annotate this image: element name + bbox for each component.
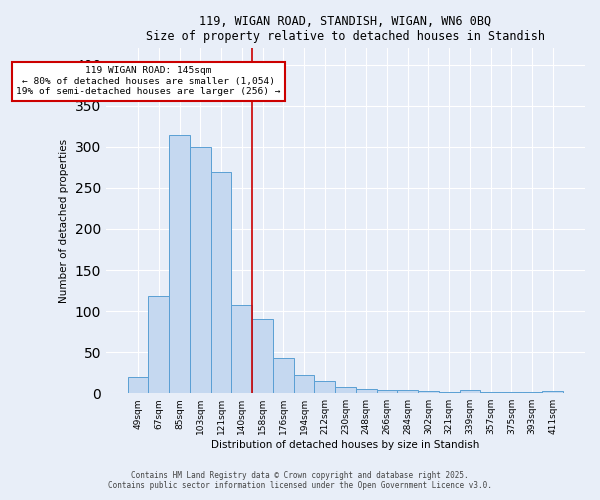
Text: 119 WIGAN ROAD: 145sqm
← 80% of detached houses are smaller (1,054)
19% of semi-: 119 WIGAN ROAD: 145sqm ← 80% of detached…	[16, 66, 281, 96]
Bar	[356, 389, 377, 393]
Bar	[148, 296, 169, 393]
Bar	[211, 172, 232, 393]
Bar	[542, 390, 563, 393]
Bar	[418, 390, 439, 393]
Y-axis label: Number of detached properties: Number of detached properties	[59, 138, 69, 303]
Bar	[377, 390, 397, 393]
Bar	[252, 320, 273, 393]
Title: 119, WIGAN ROAD, STANDISH, WIGAN, WN6 0BQ
Size of property relative to detached : 119, WIGAN ROAD, STANDISH, WIGAN, WN6 0B…	[146, 15, 545, 43]
Bar	[128, 377, 148, 393]
Bar	[501, 392, 522, 393]
Bar	[460, 390, 480, 393]
X-axis label: Distribution of detached houses by size in Standish: Distribution of detached houses by size …	[211, 440, 479, 450]
Bar	[232, 304, 252, 393]
Text: Contains HM Land Registry data © Crown copyright and database right 2025.
Contai: Contains HM Land Registry data © Crown c…	[108, 470, 492, 490]
Bar	[480, 392, 501, 393]
Bar	[169, 134, 190, 393]
Bar	[190, 147, 211, 393]
Bar	[335, 386, 356, 393]
Bar	[273, 358, 293, 393]
Bar	[397, 390, 418, 393]
Bar	[314, 381, 335, 393]
Bar	[293, 375, 314, 393]
Bar	[522, 392, 542, 393]
Bar	[439, 392, 460, 393]
